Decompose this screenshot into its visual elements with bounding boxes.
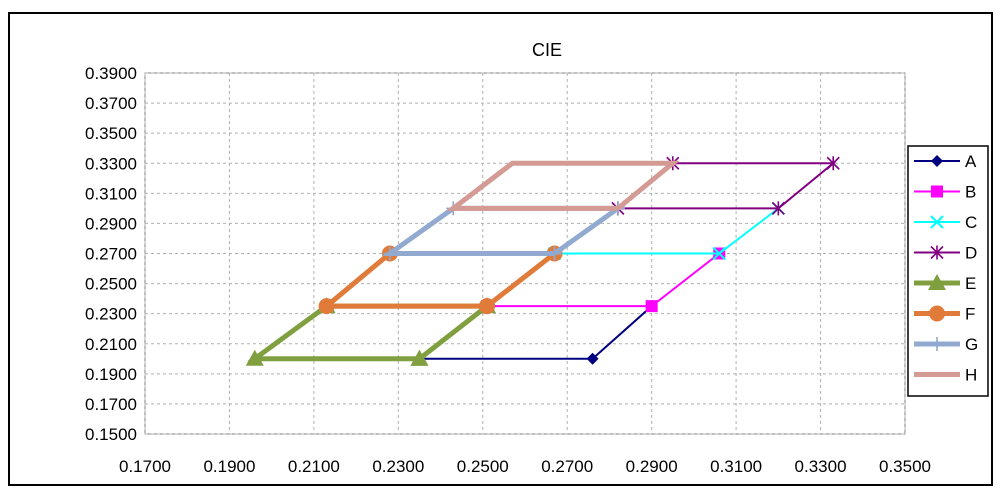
x-tick-label: 0.2100	[288, 457, 340, 476]
x-axis-ticks: 0.1700 0.1900 0.2100 0.2300 0.2500 0.2700 0.29…	[119, 457, 931, 476]
chart-frame: CIE 0.3900 0.3700 0.3500 0.3300 0.3100 0.2900…	[8, 12, 993, 486]
x-tick-label: 0.1700	[119, 457, 171, 476]
cie-chart: CIE 0.3900 0.3700 0.3500 0.3300 0.3100 0.2900…	[85, 40, 989, 476]
legend-item-a: A	[914, 152, 977, 171]
legend-item-c: C	[914, 213, 977, 232]
legend-label: B	[965, 183, 976, 202]
chart-title: CIE	[532, 40, 562, 60]
x-tick-label: 0.3500	[879, 457, 931, 476]
series-line	[617, 162, 837, 210]
y-tick-label: 0.3700	[85, 94, 137, 113]
data-point	[645, 300, 658, 313]
y-tick-label: 0.2100	[85, 335, 137, 354]
y-tick-label: 0.3300	[85, 154, 137, 173]
x-tick-label: 0.3300	[795, 457, 847, 476]
x-tick-label: 0.1900	[203, 457, 255, 476]
data-point	[318, 298, 335, 315]
grid-lines	[144, 72, 906, 435]
legend-item-h: H	[914, 366, 977, 385]
legend-item-f: F	[914, 305, 975, 324]
x-tick-label: 0.2500	[457, 457, 509, 476]
legend-label: C	[965, 213, 977, 232]
data-point	[410, 349, 429, 366]
data-point	[771, 201, 785, 216]
legend-marker	[930, 337, 944, 351]
data-point	[586, 352, 599, 365]
data-point	[826, 156, 840, 171]
x-tick-label: 0.2300	[372, 457, 424, 476]
legend-label: D	[965, 244, 977, 263]
x-tick-label: 0.3100	[710, 457, 762, 476]
legend-box	[907, 145, 989, 397]
y-tick-label: 0.1500	[85, 425, 137, 444]
y-tick-label: 0.2500	[85, 275, 137, 294]
legend-item-b: B	[914, 183, 976, 202]
y-axis-ticks: 0.3900 0.3700 0.3500 0.3300 0.3100 0.2900 0.27…	[85, 64, 137, 444]
y-tick-label: 0.2300	[85, 305, 137, 324]
legend-item-d: D	[914, 244, 977, 263]
legend-label: E	[965, 274, 976, 293]
series-group	[245, 156, 840, 366]
legend-label: A	[965, 152, 977, 171]
legend-label: H	[965, 366, 977, 385]
series-h	[445, 160, 680, 211]
data-point	[547, 246, 562, 261]
y-tick-label: 0.3900	[85, 64, 137, 83]
y-tick-label: 0.3100	[85, 184, 137, 203]
x-tick-label: 0.2900	[626, 457, 678, 476]
y-tick-label: 0.1700	[85, 395, 137, 414]
legend-marker	[931, 185, 943, 198]
series-line	[445, 160, 680, 211]
y-tick-label: 0.2900	[85, 214, 137, 233]
legend-marker	[928, 274, 946, 290]
legend-marker	[930, 245, 944, 260]
y-tick-label: 0.1900	[85, 365, 137, 384]
data-point	[245, 349, 264, 366]
legend-item-e: E	[914, 274, 976, 293]
x-tick-label: 0.2700	[541, 457, 593, 476]
legend-marker	[929, 305, 945, 322]
legend-label: F	[965, 305, 975, 324]
legend-marker	[931, 155, 943, 167]
data-point	[712, 246, 726, 261]
data-point	[479, 298, 495, 315]
y-tick-label: 0.2700	[85, 245, 137, 264]
data-point	[382, 246, 397, 261]
y-tick-label: 0.3500	[85, 124, 137, 143]
legend-marker	[930, 215, 944, 229]
legend-label: G	[965, 335, 978, 354]
legend-item-g: G	[914, 335, 978, 354]
